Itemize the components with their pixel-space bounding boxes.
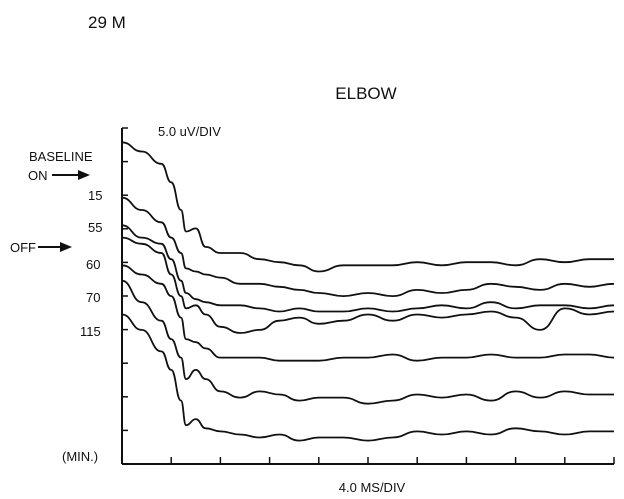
amplitude-scale-label: 5.0 uV/DIV bbox=[158, 124, 221, 139]
y-label-60: 60 bbox=[86, 257, 100, 272]
time-scale-label: 4.0 MS/DIV bbox=[339, 480, 406, 495]
y-label-115: 115 bbox=[80, 324, 101, 339]
subject-label: 29 M bbox=[88, 13, 126, 32]
trace-line-2 bbox=[121, 196, 615, 297]
trace-line-3 bbox=[121, 224, 615, 313]
on-arrow-icon bbox=[52, 170, 90, 180]
baseline-label: BASELINE bbox=[29, 149, 93, 164]
y-label-70: 70 bbox=[86, 290, 100, 305]
trace-line-4 bbox=[121, 236, 615, 334]
traces bbox=[121, 141, 615, 442]
on-label: ON bbox=[28, 168, 48, 183]
trace-line-7 bbox=[121, 313, 614, 442]
unit-label: (MIN.) bbox=[62, 449, 98, 464]
trace-line-1 bbox=[121, 141, 614, 273]
off-label: OFF bbox=[10, 240, 36, 255]
y-label-55: 55 bbox=[88, 220, 102, 235]
chart-title: ELBOW bbox=[335, 84, 396, 103]
y-label-15: 15 bbox=[88, 188, 102, 203]
axes bbox=[121, 127, 615, 465]
trace-line-5 bbox=[121, 264, 615, 362]
trace-line-6 bbox=[121, 279, 614, 405]
off-arrow-icon bbox=[38, 242, 72, 252]
